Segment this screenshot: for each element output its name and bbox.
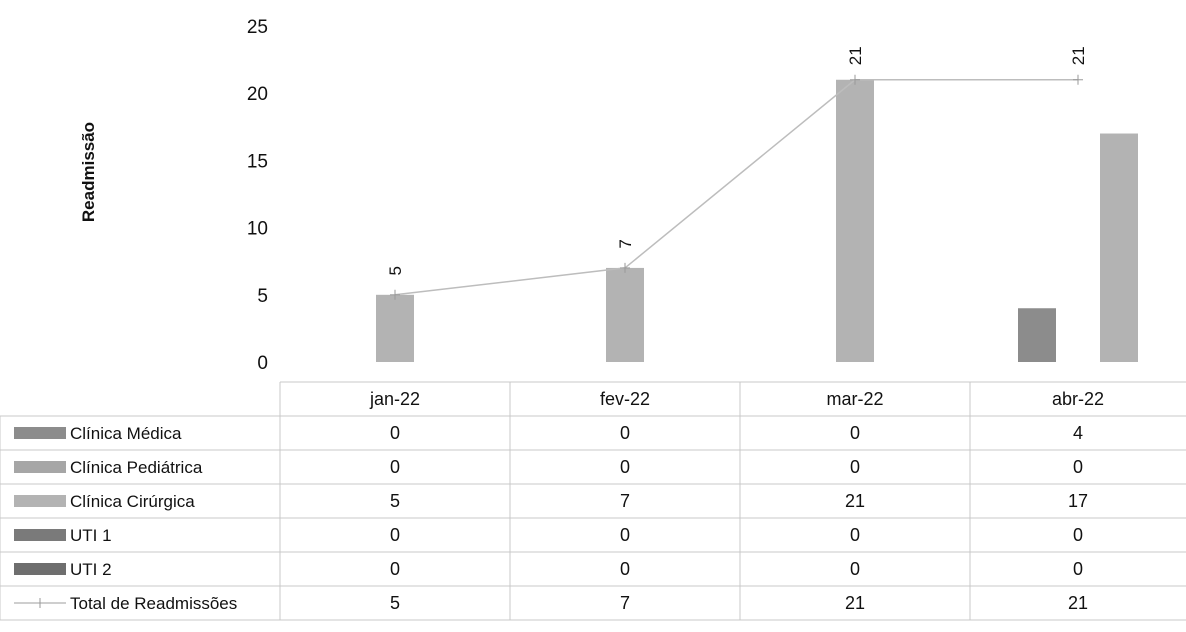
table-cell: 5 (390, 593, 400, 613)
table-cell: 5 (390, 491, 400, 511)
table-cell: 0 (1073, 525, 1083, 545)
bar (606, 267, 644, 362)
y-tick-label: 15 (247, 151, 268, 172)
table-cell: 21 (845, 593, 865, 613)
legend-swatch (14, 495, 66, 507)
x-tick-label: fev-22 (600, 389, 650, 409)
table-cell: 0 (390, 423, 400, 443)
legend-swatch (14, 461, 66, 473)
y-tick-label: 20 (247, 84, 268, 105)
bar (1018, 308, 1056, 362)
table-cell: 21 (1068, 593, 1088, 613)
data-label: 21 (846, 46, 865, 65)
y-tick-label: 25 (247, 17, 268, 38)
table-cell: 0 (850, 559, 860, 579)
x-tick-label: abr-22 (1052, 389, 1104, 409)
legend-label: UTI 2 (70, 560, 112, 579)
table-cell: 0 (850, 525, 860, 545)
table-cell: 0 (1073, 457, 1083, 477)
legend-swatch (14, 427, 66, 439)
table-cell: 7 (620, 491, 630, 511)
table-cell: 0 (390, 457, 400, 477)
legend-swatch (14, 529, 66, 541)
table-cell: 0 (620, 525, 630, 545)
legend-label: Clínica Médica (70, 424, 182, 443)
table-cell: 0 (620, 559, 630, 579)
table-cell: 17 (1068, 491, 1088, 511)
table-cell: 0 (390, 525, 400, 545)
bar (376, 294, 414, 362)
y-tick-label: 10 (247, 219, 268, 240)
table-cell: 7 (620, 593, 630, 613)
data-label: 7 (616, 239, 635, 248)
legend-swatch (14, 563, 66, 575)
legend-label: UTI 1 (70, 526, 112, 545)
table-cell: 0 (390, 559, 400, 579)
y-tick-label: 5 (257, 286, 268, 307)
legend-label: Total de Readmissões (70, 594, 237, 613)
bar (836, 79, 874, 362)
legend-label: Clínica Pediátrica (70, 458, 203, 477)
table-cell: 0 (1073, 559, 1083, 579)
table-cell: 0 (620, 423, 630, 443)
y-axis-label: Readmissão (79, 122, 98, 222)
table-cell: 0 (850, 423, 860, 443)
table-cell: 0 (850, 457, 860, 477)
table-cell: 21 (845, 491, 865, 511)
x-tick-label: jan-22 (369, 389, 420, 409)
data-label: 5 (386, 266, 405, 275)
total-line (394, 79, 1078, 296)
y-tick-label: 0 (257, 353, 268, 374)
table-cell: 4 (1073, 423, 1083, 443)
legend-label: Clínica Cirúrgica (70, 492, 195, 511)
bar (1100, 133, 1138, 362)
table-cell: 0 (620, 457, 630, 477)
data-label: 21 (1069, 46, 1088, 65)
x-tick-label: mar-22 (826, 389, 883, 409)
